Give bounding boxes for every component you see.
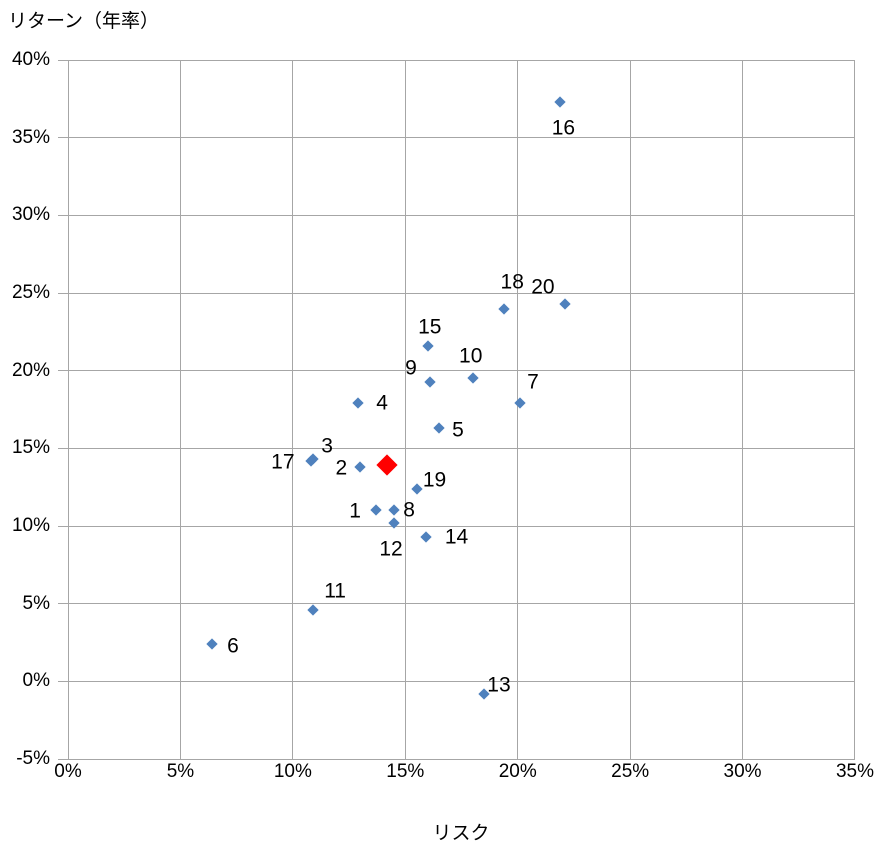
y-tick-label: 40%: [11, 49, 50, 70]
data-point-6: [206, 638, 218, 650]
y-tick-mark: [58, 214, 68, 216]
data-point-15: [422, 340, 434, 352]
v-gridline: [404, 60, 406, 759]
y-tick-label: 35%: [11, 126, 50, 148]
data-point-10: [467, 372, 479, 385]
y-tick-label: 30%: [11, 204, 50, 226]
point-label-8: 8: [403, 498, 415, 522]
point-label-6: 6: [227, 634, 239, 658]
y-tick-label: 0%: [22, 670, 50, 692]
v-gridline: [517, 60, 519, 759]
data-point-20: [559, 298, 571, 310]
h-gridline: [68, 525, 855, 527]
x-tick-label: 25%: [611, 761, 650, 782]
v-gridline: [629, 60, 631, 759]
data-point-12: [388, 517, 400, 529]
v-gridline: [853, 60, 855, 759]
y-tick-mark: [58, 59, 68, 61]
highlight-point: [376, 454, 398, 477]
data-point-2: [354, 461, 366, 473]
data-point-19: [410, 483, 423, 495]
point-label-4: 4: [376, 391, 388, 415]
data-point-14: [419, 531, 432, 543]
y-tick-label: 20%: [11, 359, 50, 381]
point-label-13: 13: [487, 673, 511, 697]
data-point-4: [352, 397, 364, 409]
point-label-14: 14: [444, 525, 469, 549]
x-tick-label: 10%: [273, 761, 312, 782]
y-tick-mark: [58, 292, 68, 294]
point-label-15: 15: [418, 315, 442, 339]
data-point-16: [554, 96, 567, 108]
h-gridline: [68, 214, 855, 216]
v-gridline: [179, 60, 181, 759]
x-tick-label: 35%: [835, 761, 875, 782]
point-label-10: 10: [459, 344, 483, 368]
y-tick-label: -5%: [16, 748, 50, 769]
v-gridline: [742, 60, 744, 759]
point-label-20: 20: [531, 275, 555, 299]
h-gridline: [68, 292, 855, 294]
h-gridline: [68, 603, 855, 605]
data-point-9: [424, 375, 436, 388]
h-gridline: [68, 370, 855, 372]
point-label-5: 5: [452, 418, 464, 442]
y-tick-label: 10%: [11, 515, 50, 536]
y-tick-mark: [58, 603, 68, 605]
data-point-18: [498, 302, 510, 315]
h-gridline: [68, 447, 855, 449]
data-point-11: [307, 604, 319, 616]
y-tick-label: 15%: [11, 437, 50, 459]
y-axis-title: リターン（年率）: [8, 11, 160, 32]
data-point-1: [370, 504, 382, 517]
x-tick-label: 30%: [723, 761, 762, 782]
y-tick-mark: [58, 370, 68, 372]
point-label-1: 1: [349, 499, 361, 523]
point-label-16: 16: [551, 116, 576, 140]
v-gridline: [67, 60, 69, 759]
x-tick-label: 20%: [498, 761, 537, 782]
data-point-7: [514, 397, 526, 409]
y-tick-mark: [58, 758, 68, 760]
plot-area: 0% 5% 10% 15% 20% 25% 30% 35% 1 2 3 4 5 6 7 8 9 10 11 12 13 1…: [54, 59, 874, 782]
point-label-9: 9: [405, 356, 417, 380]
x-tick-label: 5%: [166, 761, 195, 782]
point-label-19: 19: [422, 468, 447, 492]
h-gridline: [68, 758, 855, 760]
y-tick-mark: [58, 137, 68, 139]
v-gridline: [292, 60, 294, 759]
h-gridline: [68, 680, 855, 682]
data-point-5: [433, 422, 445, 434]
point-label-12: 12: [379, 537, 403, 561]
y-tick-label: 5%: [22, 592, 50, 614]
point-label-3: 3: [321, 434, 333, 458]
h-gridline: [68, 59, 855, 61]
point-label-2: 2: [335, 456, 348, 480]
x-axis-title: リスク: [432, 823, 490, 844]
y-tick-mark: [58, 525, 68, 527]
x-tick-label: 0%: [54, 761, 82, 782]
y-tick-mark: [58, 447, 68, 449]
y-tick-mark: [58, 680, 68, 682]
point-label-17: 17: [271, 450, 295, 474]
point-label-11: 11: [324, 579, 346, 603]
y-tick-label: 25%: [11, 282, 50, 303]
point-label-18: 18: [500, 270, 524, 294]
x-tick-label: 15%: [386, 761, 425, 782]
data-point-8: [388, 504, 400, 517]
h-gridline: [68, 137, 855, 139]
point-label-7: 7: [527, 370, 539, 394]
